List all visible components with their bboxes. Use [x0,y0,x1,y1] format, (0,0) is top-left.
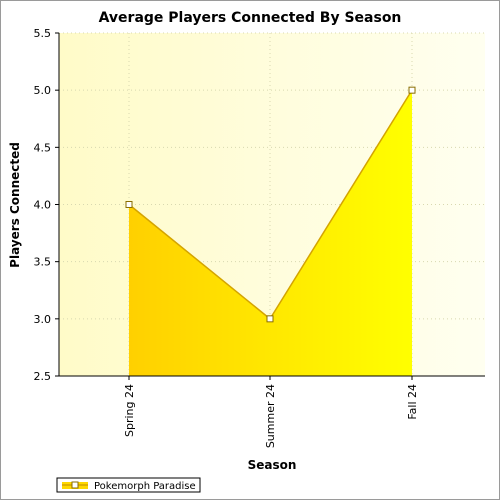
series-area [129,90,412,377]
x-tick-label: Fall 24 [406,384,419,420]
legend-label: Pokemorph Paradise [94,481,196,492]
x-ticks: Spring 24 Summer 24 Fall 24 [123,376,419,448]
legend: Pokemorph Paradise [56,477,201,493]
y-axis-label: Players Connected [8,142,22,268]
y-tick-label: 2.5 [34,370,52,383]
data-point [125,201,133,208]
y-tick-label: 3.5 [34,256,52,269]
data-point [266,315,274,323]
y-tick-label: 5.0 [34,84,52,97]
data-point [408,86,416,94]
y-tick-label: 3.0 [34,313,52,326]
x-tick-label: Spring 24 [123,384,136,437]
y-tick-label: 4.0 [34,199,52,212]
x-tick-label: Summer 24 [264,384,277,448]
x-axis-label: Season [248,458,297,472]
y-tick-label: 4.5 [34,141,52,154]
y-ticks: 2.5 3.0 3.5 4.0 4.5 5.0 5.5 [34,27,59,383]
y-tick-label: 5.5 [34,27,52,40]
legend-box [56,477,201,493]
area-layer [125,86,416,377]
legend-marker-icon [71,481,79,489]
chart-title: Average Players Connected By Season [99,10,402,26]
